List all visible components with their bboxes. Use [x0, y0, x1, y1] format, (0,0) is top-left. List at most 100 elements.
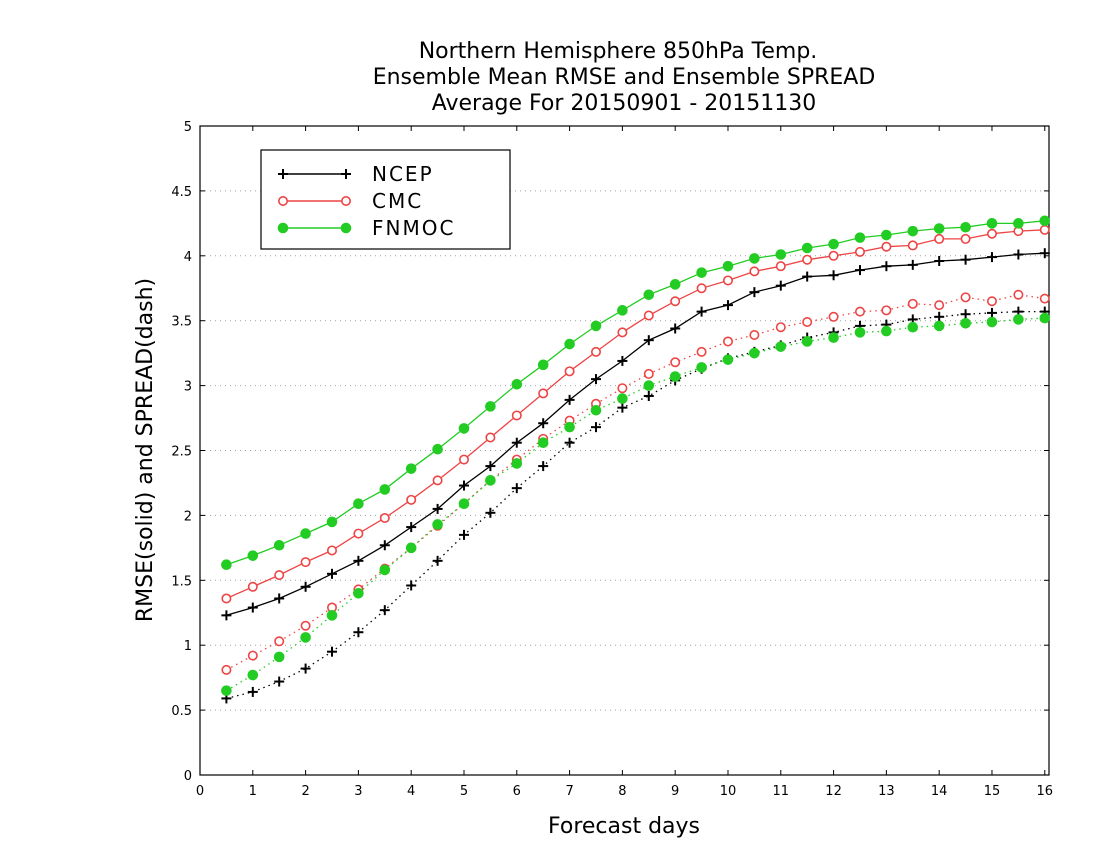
point-fnmoc-rmse: [459, 424, 469, 434]
y-tick-label: 0: [184, 769, 192, 784]
point-fnmoc-rmse: [1040, 216, 1050, 226]
point-cmc-spread: [645, 370, 653, 378]
point-ncep-spread: [961, 309, 971, 319]
point-cmc-spread: [803, 318, 811, 326]
legend-label: NCEP: [372, 162, 434, 186]
point-cmc-rmse: [988, 230, 996, 238]
point-fnmoc-spread: [1014, 315, 1024, 325]
point-ncep-spread: [987, 308, 997, 318]
point-cmc-rmse: [750, 267, 758, 275]
title-line-3: Average For 20150901 - 20151130: [432, 91, 817, 116]
series-line-fnmoc-spread: [226, 318, 1044, 690]
x-tick-label: 5: [460, 784, 468, 799]
point-fnmoc-spread: [354, 588, 364, 598]
point-fnmoc-spread: [274, 652, 284, 662]
point-cmc-spread: [222, 666, 230, 674]
point-cmc-rmse: [829, 252, 837, 260]
x-tick-label: 14: [931, 784, 948, 799]
legend-marker: [341, 223, 351, 233]
point-fnmoc-spread: [591, 405, 601, 415]
point-cmc-rmse: [354, 529, 362, 537]
point-ncep-rmse: [380, 540, 390, 550]
point-cmc-rmse: [935, 235, 943, 243]
legend-label: CMC: [372, 189, 423, 213]
title-line-1: Northern Hemisphere 850hPa Temp.: [419, 39, 818, 64]
y-tick-label: 1: [184, 639, 192, 654]
x-tick-label: 8: [618, 784, 626, 799]
point-fnmoc-spread: [433, 520, 443, 530]
point-fnmoc-rmse: [961, 222, 971, 232]
x-tick-label: 0: [196, 784, 204, 799]
x-tick-label: 15: [984, 784, 1001, 799]
point-fnmoc-rmse: [354, 499, 364, 509]
point-fnmoc-rmse: [618, 306, 628, 316]
point-fnmoc-rmse: [750, 254, 760, 264]
y-axis-title: RMSE(solid) and SPREAD(dash): [133, 278, 158, 622]
point-cmc-spread: [618, 384, 626, 392]
point-fnmoc-spread: [829, 333, 839, 343]
point-cmc-spread: [750, 331, 758, 339]
point-cmc-spread: [697, 348, 705, 356]
point-fnmoc-spread: [565, 422, 575, 432]
point-cmc-rmse: [486, 433, 494, 441]
point-fnmoc-spread: [486, 476, 496, 486]
point-fnmoc-rmse: [987, 219, 997, 229]
point-cmc-rmse: [697, 284, 705, 292]
x-tick-label: 12: [825, 784, 842, 799]
point-ncep-rmse: [248, 603, 258, 613]
x-tick-label: 2: [301, 784, 309, 799]
point-ncep-rmse: [301, 582, 311, 592]
point-ncep-rmse: [829, 270, 839, 280]
point-fnmoc-spread: [618, 394, 628, 404]
point-ncep-rmse: [327, 569, 337, 579]
point-ncep-spread: [301, 664, 311, 674]
point-fnmoc-spread: [697, 363, 707, 373]
point-cmc-rmse: [724, 276, 732, 284]
point-ncep-rmse: [274, 593, 284, 603]
point-ncep-spread: [591, 422, 601, 432]
point-ncep-rmse: [221, 610, 231, 620]
point-fnmoc-spread: [908, 322, 918, 332]
point-ncep-rmse: [934, 256, 944, 266]
x-tick-label: 4: [407, 784, 415, 799]
x-tick-label: 10: [720, 784, 737, 799]
point-fnmoc-spread: [776, 342, 786, 352]
point-fnmoc-rmse: [248, 551, 258, 561]
point-fnmoc-spread: [406, 543, 416, 553]
point-cmc-spread: [724, 337, 732, 345]
x-tick-label: 3: [354, 784, 362, 799]
point-fnmoc-rmse: [274, 540, 284, 550]
point-fnmoc-rmse: [301, 529, 311, 539]
point-fnmoc-spread: [750, 348, 760, 358]
point-fnmoc-rmse: [486, 402, 496, 412]
point-fnmoc-spread: [538, 438, 548, 448]
point-cmc-spread: [909, 300, 917, 308]
point-ncep-rmse: [670, 323, 680, 333]
point-fnmoc-rmse: [406, 464, 416, 474]
point-ncep-spread: [248, 687, 258, 697]
point-cmc-rmse: [592, 348, 600, 356]
series-line-cmc-rmse: [226, 230, 1044, 599]
y-tick-label: 3.5: [171, 315, 192, 330]
point-cmc-rmse: [961, 235, 969, 243]
series-line-ncep-spread: [226, 312, 1044, 699]
point-fnmoc-rmse: [512, 380, 522, 390]
point-fnmoc-rmse: [697, 268, 707, 278]
point-fnmoc-spread: [855, 328, 865, 338]
point-ncep-rmse: [1040, 248, 1050, 258]
x-tick-label: 16: [1037, 784, 1054, 799]
point-fnmoc-spread: [459, 499, 469, 509]
point-fnmoc-spread: [222, 686, 232, 696]
point-fnmoc-rmse: [591, 321, 601, 331]
legend-marker: [342, 197, 350, 205]
point-cmc-spread: [856, 307, 864, 315]
y-tick-label: 0.5: [171, 704, 192, 719]
point-fnmoc-rmse: [433, 444, 443, 454]
point-cmc-rmse: [803, 255, 811, 263]
point-ncep-spread: [617, 403, 627, 413]
point-fnmoc-rmse: [670, 280, 680, 290]
point-ncep-spread: [274, 677, 284, 687]
point-ncep-spread: [565, 438, 575, 448]
point-cmc-rmse: [777, 262, 785, 270]
point-ncep-rmse: [1013, 250, 1023, 260]
